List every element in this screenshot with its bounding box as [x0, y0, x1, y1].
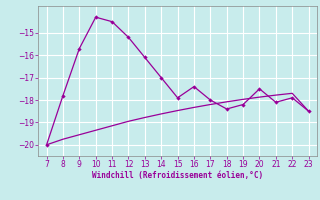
X-axis label: Windchill (Refroidissement éolien,°C): Windchill (Refroidissement éolien,°C): [92, 171, 263, 180]
